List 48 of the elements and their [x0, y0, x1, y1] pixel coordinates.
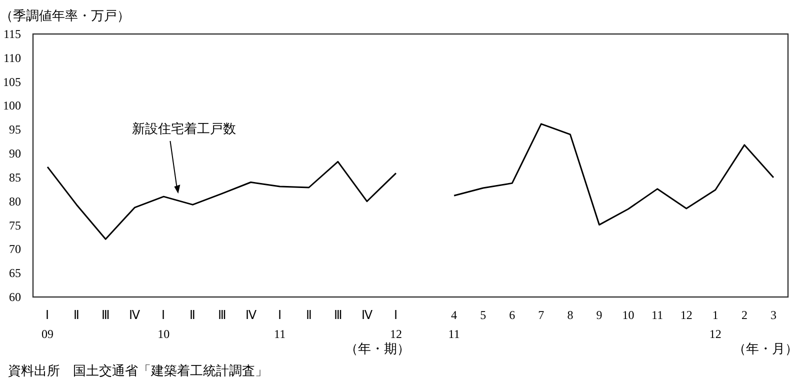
xtick: 6 [509, 308, 516, 322]
ytick: 70 [9, 242, 21, 256]
xtick: 8 [567, 308, 574, 322]
xtick: 3 [770, 308, 776, 322]
ytick: 115 [3, 27, 21, 41]
annotation: （年・期） [345, 342, 410, 357]
xtick: 12 [709, 327, 722, 341]
xtick: Ⅲ [102, 308, 110, 322]
ytick: 110 [3, 50, 21, 65]
xtick: 1 [712, 308, 718, 322]
ytick: 95 [9, 122, 21, 137]
series-label: 新設住宅着工戸数 [132, 122, 236, 137]
xtick: 9 [596, 308, 602, 322]
xtick: Ⅱ [74, 308, 80, 322]
xtick: 11 [652, 308, 664, 322]
xtick: Ⅰ [278, 308, 282, 322]
xtick: Ⅳ [245, 308, 256, 322]
xtick: Ⅰ [162, 308, 166, 322]
xtick: 11 [448, 327, 460, 341]
xtick: Ⅲ [218, 308, 226, 322]
xtick: 5 [480, 308, 486, 322]
xtick: Ⅱ [190, 308, 196, 322]
xtick: 12 [390, 327, 402, 341]
xtick: Ⅳ [129, 308, 140, 322]
xtick: 7 [538, 308, 544, 322]
xtick: 10 [622, 308, 634, 322]
ytick: 90 [9, 146, 21, 161]
ytick: 100 [3, 98, 21, 113]
xtick: 4 [451, 308, 458, 322]
ytick: 75 [9, 218, 21, 232]
xtick: 09 [42, 327, 54, 341]
xtick: Ⅳ [361, 308, 372, 322]
annotation: 資料出所 国土交通省「建築着工統計調査」 [8, 364, 268, 379]
ytick: 105 [3, 74, 21, 89]
annotation: （年・月） [733, 342, 798, 357]
xtick: 11 [274, 327, 286, 341]
xtick: 2 [741, 308, 748, 322]
xtick: Ⅰ [394, 308, 398, 322]
xtick: 12 [680, 308, 692, 322]
ytick: 65 [9, 266, 21, 280]
ytick: 80 [9, 194, 21, 208]
ytick: 60 [9, 290, 21, 304]
xtick: Ⅱ [306, 308, 312, 322]
ylabel: （季調値年率・万戸） [0, 9, 130, 24]
xtick: Ⅰ [46, 308, 50, 322]
ytick: 85 [9, 170, 21, 184]
xtick: Ⅲ [334, 308, 342, 322]
xtick: 10 [158, 327, 170, 341]
